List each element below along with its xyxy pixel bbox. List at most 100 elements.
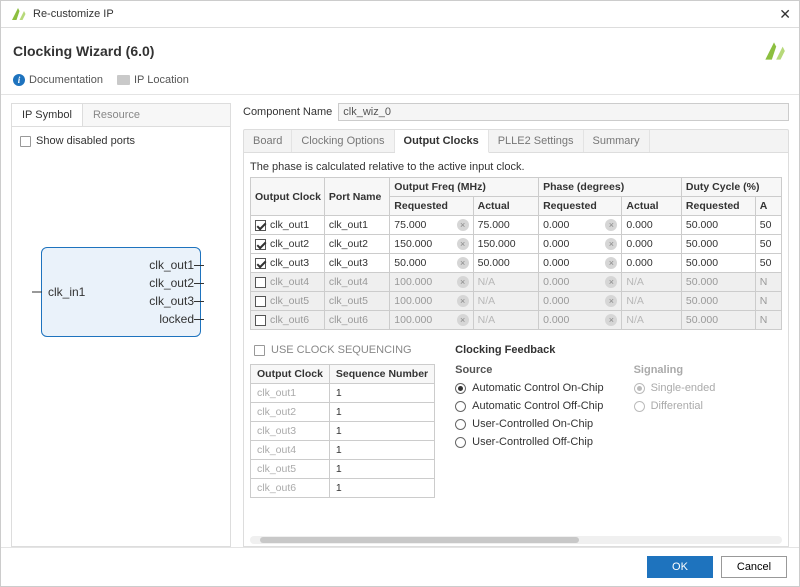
clear-icon[interactable]: × [457,295,469,307]
clear-icon[interactable]: × [457,219,469,231]
row-checkbox[interactable] [255,239,266,250]
seq-row: clk_out21 [251,403,435,422]
th-duty-cycle: Duty Cycle (%) [681,178,781,197]
th-phase: Phase (degrees) [539,178,682,197]
title-bar: Re-customize IP ✕ [1,1,799,28]
seq-row: clk_out41 [251,441,435,460]
seq-row: clk_out61 [251,479,435,498]
port-out-label: clk_out1 [42,256,194,274]
th-dc-req: Requested [681,197,755,216]
radio-automatic-control-on-chip[interactable]: Automatic Control On-Chip [455,382,603,394]
ip-symbol-block: clk_in1 clk_out1clk_out2clk_out3locked [41,247,201,337]
radio-user-controlled-on-chip[interactable]: User-Controlled On-Chip [455,418,603,430]
use-clock-sequencing[interactable]: USE CLOCK SEQUENCING [254,344,435,356]
left-pane: IP Symbol Resource Show disabled ports c… [11,103,231,547]
th-of-act: Actual [473,197,538,216]
sequencing-table: Output Clock Sequence Number clk_out11cl… [250,364,435,498]
row-checkbox[interactable] [255,258,266,269]
table-row: clk_out2clk_out2150.000×150.0000.000×0.0… [251,235,782,254]
th-dc-act: A [755,197,781,216]
row-checkbox[interactable] [255,315,266,326]
radio-differential: Differential [634,400,716,412]
documentation-link[interactable]: i Documentation [13,74,103,86]
toolbar: i Documentation IP Location [1,70,799,95]
ip-location-label: IP Location [134,74,189,86]
seq-row: clk_out51 [251,460,435,479]
row-checkbox[interactable] [255,277,266,288]
ip-location-link[interactable]: IP Location [117,74,189,86]
row-checkbox[interactable] [255,220,266,231]
show-disabled-ports[interactable]: Show disabled ports [20,135,222,147]
seq-row: clk_out11 [251,384,435,403]
row-checkbox[interactable] [255,296,266,307]
clear-icon[interactable]: × [457,238,469,250]
ok-button[interactable]: OK [647,556,713,578]
table-row: clk_out5clk_out5100.000×N/A0.000×N/A50.0… [251,292,782,311]
config-tabs: BoardClocking OptionsOutput ClocksPLLE2 … [243,129,789,153]
clear-icon[interactable]: × [605,314,617,326]
dialog-footer: OK Cancel [1,547,799,586]
clear-icon[interactable]: × [605,238,617,250]
th-output-freq: Output Freq (MHz) [390,178,539,197]
radio-icon [455,401,466,412]
documentation-label: Documentation [29,74,103,86]
clocking-feedback: Clocking Feedback Source Automatic Contr… [455,344,782,498]
clear-icon[interactable]: × [605,276,617,288]
feedback-title: Clocking Feedback [455,344,782,356]
source-label: Source [455,364,603,376]
tab-resource[interactable]: Resource [83,104,150,126]
output-clocks-panel: The phase is calculated relative to the … [243,153,789,547]
folder-icon [117,75,130,85]
signaling-label: Signaling [634,364,716,376]
tab-plle2-settings[interactable]: PLLE2 Settings [489,130,584,152]
left-tabs: IP Symbol Resource [12,104,230,127]
table-row: clk_out6clk_out6100.000×N/A0.000×N/A50.0… [251,311,782,330]
th-ph-req: Requested [539,197,622,216]
sequencing-box: USE CLOCK SEQUENCING Output Clock Sequen… [250,344,435,498]
feedback-source: Source Automatic Control On-Chip Automati… [455,364,603,454]
show-disabled-ports-label: Show disabled ports [36,135,135,147]
clear-icon[interactable]: × [605,295,617,307]
radio-automatic-control-off-chip[interactable]: Automatic Control Off-Chip [455,400,603,412]
header: Clocking Wizard (6.0) [1,28,799,70]
right-pane: Component Name BoardClocking OptionsOutp… [243,103,789,547]
clear-icon[interactable]: × [605,257,617,269]
tab-ip-symbol[interactable]: IP Symbol [12,104,83,126]
radio-icon [455,437,466,448]
component-name-label: Component Name [243,106,332,118]
tab-output-clocks[interactable]: Output Clocks [395,130,489,153]
seq-row: clk_out31 [251,422,435,441]
wizard-title: Clocking Wizard (6.0) [13,43,154,59]
port-out-label: clk_out3 [42,292,194,310]
port-out-label: locked [42,310,194,328]
radio-icon [634,383,645,394]
window-title: Re-customize IP [33,8,114,20]
feedback-signaling: Signaling Single-ended Differential [634,364,716,454]
tab-board[interactable]: Board [244,130,292,152]
radio-icon [455,419,466,430]
radio-icon [634,401,645,412]
horizontal-scrollbar[interactable] [250,536,782,544]
clear-icon[interactable]: × [605,219,617,231]
tab-summary[interactable]: Summary [584,130,650,152]
cancel-button[interactable]: Cancel [721,556,787,578]
table-row: clk_out4clk_out4100.000×N/A0.000×N/A50.0… [251,273,782,292]
close-icon[interactable]: ✕ [779,6,791,23]
table-row: clk_out1clk_out175.000×75.0000.000×0.000… [251,216,782,235]
radio-user-controlled-off-chip[interactable]: User-Controlled Off-Chip [455,436,603,448]
th-seq-sn: Sequence Number [329,365,434,384]
radio-icon [455,383,466,394]
vivado-logo [761,38,787,64]
phase-note: The phase is calculated relative to the … [250,161,782,173]
th-output-clock: Output Clock [251,178,325,216]
component-name-input[interactable] [338,103,789,121]
clear-icon[interactable]: × [457,257,469,269]
th-seq-oc: Output Clock [251,365,330,384]
th-port-name: Port Name [324,178,389,216]
radio-single-ended: Single-ended [634,382,716,394]
th-of-req: Requested [390,197,473,216]
checkbox-icon [20,136,31,147]
clear-icon[interactable]: × [457,314,469,326]
clear-icon[interactable]: × [457,276,469,288]
tab-clocking-options[interactable]: Clocking Options [292,130,394,152]
